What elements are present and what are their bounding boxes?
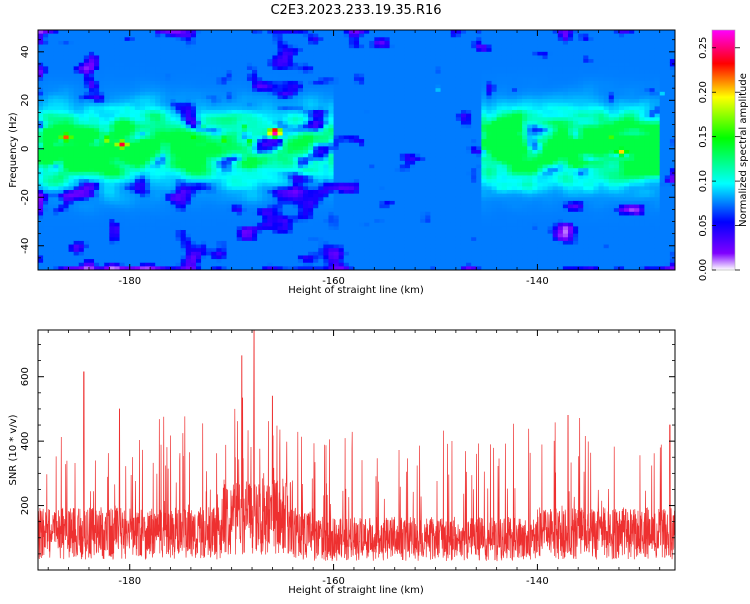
spectrogram-y-tick-label: 20 — [20, 94, 31, 107]
colorbar-tick-label: 0.15 — [698, 126, 709, 148]
spectrogram-y-tick-label: -20 — [20, 189, 31, 205]
spectrogram-x-tick-label: -180 — [118, 276, 141, 287]
snr-y-tick-label: 600 — [20, 367, 31, 386]
spectrogram-y-label: Frequency (Hz) — [8, 112, 19, 188]
spectrogram-y-tick-label: 40 — [20, 45, 31, 58]
colorbar-tick-label: 0.05 — [698, 214, 709, 236]
snr-y-tick-label: 400 — [20, 432, 31, 451]
snr-x-tick-label: -180 — [118, 576, 141, 587]
spectrogram-y-tick-label: -40 — [20, 238, 31, 254]
spectrogram-y-tick-label: 0 — [20, 146, 31, 152]
colorbar: 0.00 0.05 0.10 0.15 0.20 0.25 Normalized spec… — [698, 30, 749, 281]
colorbar-gradient — [712, 30, 735, 270]
spectrogram-x-label: Height of straight line (km) — [288, 285, 424, 296]
snr-y-label: SNR (10 * v/v) — [8, 414, 19, 485]
snr-x-label: Height of straight line (km) — [288, 585, 424, 596]
colorbar-label: Normalized spectral amplitude — [738, 73, 749, 227]
heatmap-cells — [38, 29, 676, 270]
colorbar-tick-label: 0.10 — [698, 170, 709, 192]
spectrogram-x-tick-label: -140 — [526, 276, 549, 287]
snr-x-tick-label: -140 — [526, 576, 549, 587]
colorbar-tick-label: 0.25 — [698, 37, 709, 59]
snr-y-tick-label: 200 — [20, 496, 31, 515]
colorbar-tick-label: 0.20 — [698, 81, 709, 103]
colorbar-tick-label: 0.00 — [698, 259, 709, 281]
figure-title: C2E3.2023.233.19.35.R16 — [270, 3, 441, 18]
